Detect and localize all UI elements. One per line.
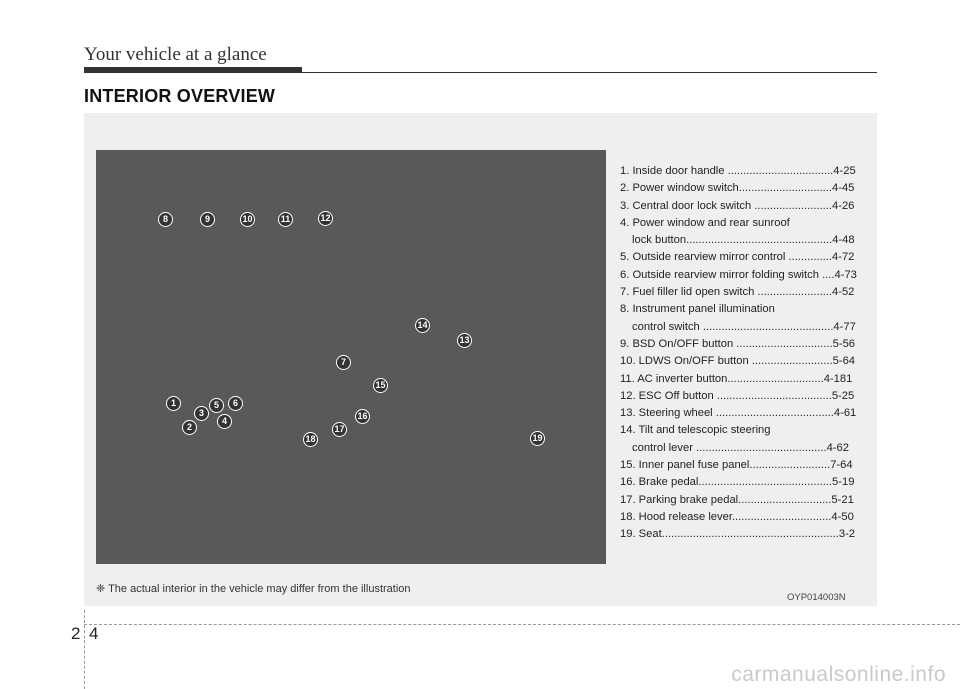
watermark: carmanualsonline.info [731, 663, 946, 686]
callout-badge-6: 6 [228, 396, 243, 411]
illustration-note: ❈ The actual interior in the vehicle may… [96, 583, 411, 595]
footer-divider [84, 610, 85, 689]
legend-item: 19. Seat................................… [620, 528, 856, 541]
callout-badge-17: 17 [332, 422, 347, 437]
legend-item-continuation: lock button.............................… [632, 234, 855, 247]
interior-illustration: 1 2 3 4 5 6 7 8 9 10 11 12 13 14 15 16 1… [96, 150, 606, 564]
legend-item: 5. Outside rearview mirror control .....… [620, 251, 855, 264]
callout-badge-12: 12 [318, 211, 333, 226]
legend-item: 14. Tilt and telescopic steering [620, 424, 771, 437]
legend-item-continuation: control lever ..........................… [632, 441, 849, 454]
callout-badge-18: 18 [303, 432, 318, 447]
callout-badge-9: 9 [200, 212, 215, 227]
legend-item: 12. ESC Off button .....................… [620, 389, 855, 402]
legend-item: 4. Power window and rear sunroof [620, 216, 790, 229]
legend-item: 11. AC inverter button..................… [620, 372, 853, 385]
legend-item: 10. LDWS On/OFF button .................… [620, 355, 856, 368]
callout-badge-15: 15 [373, 378, 388, 393]
legend-item: 2. Power window switch..................… [620, 182, 855, 195]
legend-list: 1. Inside door handle ..................… [620, 163, 885, 544]
legend-item: 8. Instrument panel illumination [620, 303, 775, 316]
callout-badge-19: 19 [530, 431, 545, 446]
legend-item: 15. Inner panel fuse panel..............… [620, 459, 853, 472]
legend-item: 9. BSD On/OFF button ...................… [620, 337, 856, 350]
callout-badge-16: 16 [355, 409, 370, 424]
footer-rule [84, 624, 960, 625]
callout-badge-3: 3 [194, 406, 209, 421]
callout-badge-14: 14 [415, 318, 430, 333]
callout-badge-2: 2 [182, 420, 197, 435]
callout-badge-8: 8 [158, 212, 173, 227]
header-bar [84, 67, 302, 73]
section-title: INTERIOR OVERVIEW [84, 86, 276, 106]
callout-badge-7: 7 [336, 355, 351, 370]
callout-badge-5: 5 [209, 398, 224, 413]
legend-item: 17. Parking brake pedal.................… [620, 493, 854, 506]
legend-item: 3. Central door lock switch ............… [620, 199, 855, 212]
legend-item-continuation: control switch .........................… [632, 320, 856, 333]
callout-badge-11: 11 [278, 212, 293, 227]
callout-badge-13: 13 [457, 333, 472, 348]
legend-item: 6. Outside rearview mirror folding switc… [620, 268, 857, 281]
chapter-number: 2 [71, 624, 81, 643]
legend-item: 16. Brake pedal.........................… [620, 476, 855, 489]
legend-item: 7. Fuel filler lid open switch .........… [620, 286, 855, 299]
legend-item: 13. Steering wheel .....................… [620, 407, 857, 420]
callout-badge-4: 4 [217, 414, 232, 429]
image-code: OYP014003N [787, 592, 846, 603]
legend-item: 18. Hood release lever..................… [620, 510, 854, 523]
callout-badge-1: 1 [166, 396, 181, 411]
legend-item: 1. Inside door handle ..................… [620, 165, 856, 177]
callout-badge-10: 10 [240, 212, 255, 227]
header-title: Your vehicle at a glance [84, 44, 267, 65]
header-rule [84, 72, 877, 73]
page-number: 4 [89, 624, 99, 643]
